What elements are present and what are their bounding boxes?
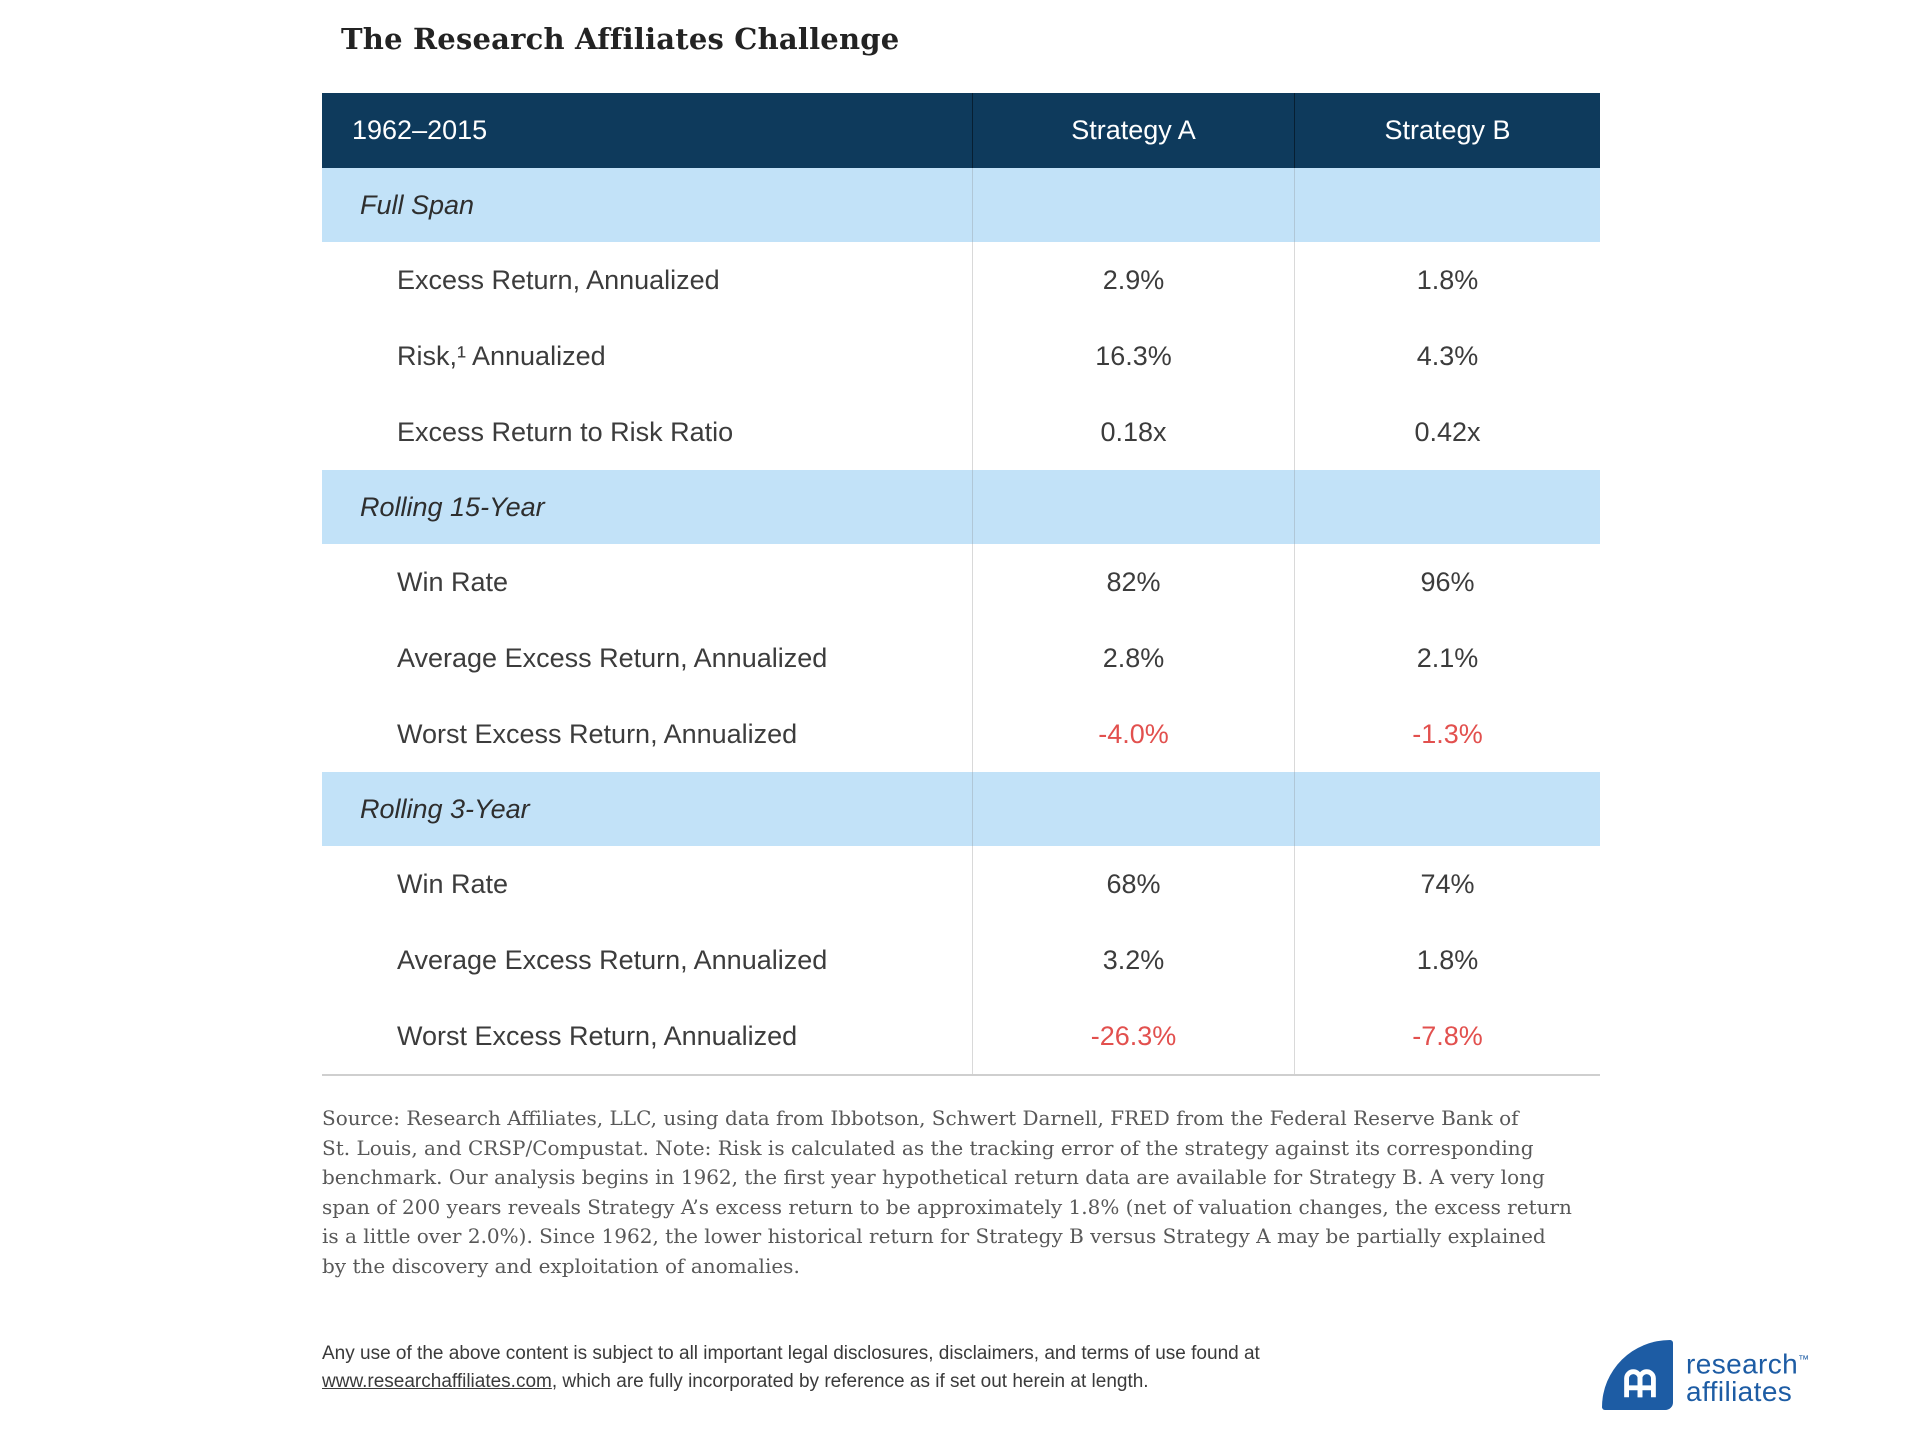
ra-monogram-icon (1602, 1340, 1673, 1410)
legal-text-line2: , which are fully incorporated by refere… (551, 1371, 1149, 1392)
section-row-rolling-3-year: Rolling 3-Year (322, 772, 1600, 846)
cell-strategy-a: -4.0% (972, 696, 1294, 772)
cell-strategy-a: 2.9% (972, 242, 1294, 318)
section-cell-b (1294, 470, 1600, 544)
cell-strategy-b: 1.8% (1294, 242, 1600, 318)
row-label: Win Rate (397, 566, 509, 597)
source-note-line: is a little over 2.0%). Since 1962, the … (322, 1224, 1546, 1248)
research-affiliates-link[interactable]: www.researchaffiliates.com (322, 1371, 552, 1392)
logo-word-affiliates: affiliates (1686, 1376, 1793, 1408)
section-cell-a (972, 168, 1294, 242)
row-label: Risk,¹ Annualized (397, 340, 606, 371)
source-note-line: span of 200 years reveals Strategy A’s e… (322, 1194, 1572, 1219)
cell-strategy-a: 2.8% (972, 620, 1294, 696)
table-row: Win Rate 82% 96% (322, 544, 1600, 620)
cell-strategy-a: 82% (972, 544, 1294, 620)
cell-strategy-b: 1.8% (1294, 922, 1600, 998)
logo-word-research: research™ (1686, 1348, 1810, 1380)
section-label: Rolling 3-Year (360, 793, 530, 824)
row-label: Average Excess Return, Annualized (397, 944, 828, 975)
source-note-line: by the discovery and exploitation of ano… (322, 1253, 800, 1278)
source-note-line: benchmark. Our analysis begins in 1962, … (322, 1165, 1545, 1189)
section-cell-a (972, 772, 1294, 846)
cell-strategy-a: 3.2% (972, 922, 1294, 998)
row-label: Worst Excess Return, Annualized (397, 1020, 798, 1051)
challenge-table: 1962–2015 Strategy A Strategy B Full Spa… (322, 93, 1600, 1076)
header-period: 1962–2015 (352, 115, 488, 145)
section-label: Full Span (360, 189, 475, 220)
cell-strategy-b: 0.42x (1294, 394, 1600, 470)
table-row: Average Excess Return, Annualized 3.2% 1… (322, 922, 1600, 998)
cell-strategy-b: 74% (1294, 846, 1600, 922)
section-row-rolling-15-year: Rolling 15-Year (322, 470, 1600, 544)
legal-disclaimer: Any use of the above content is subject … (322, 1340, 1260, 1396)
table-row: Risk,¹ Annualized 16.3% 4.3% (322, 318, 1600, 394)
cell-strategy-a: 16.3% (972, 318, 1294, 394)
table-header-row: 1962–2015 Strategy A Strategy B (322, 93, 1600, 168)
cell-strategy-a: 68% (972, 846, 1294, 922)
table-row: Worst Excess Return, Annualized -26.3% -… (322, 998, 1600, 1074)
legal-text-line1: Any use of the above content is subject … (322, 1343, 1260, 1364)
source-note-line: Source: Research Affiliates, LLC, using … (322, 1106, 1519, 1130)
row-label: Average Excess Return, Annualized (397, 642, 828, 673)
section-cell-a (972, 470, 1294, 544)
table-row: Win Rate 68% 74% (322, 846, 1600, 922)
row-label: Win Rate (397, 868, 509, 899)
row-label: Worst Excess Return, Annualized (397, 718, 798, 749)
cell-strategy-b: -1.3% (1294, 696, 1600, 772)
cell-strategy-a: -26.3% (972, 998, 1294, 1074)
source-note-line: St. Louis, and CRSP/Compustat. Note: Ris… (322, 1135, 1534, 1160)
source-note: Source: Research Affiliates, LLC, using … (322, 1104, 1572, 1281)
row-label: Excess Return to Risk Ratio (397, 416, 734, 447)
cell-strategy-b: -7.8% (1294, 998, 1600, 1074)
cell-strategy-a: 0.18x (972, 394, 1294, 470)
research-affiliates-logo: research™ affiliates (1602, 1340, 1809, 1410)
header-strategy-a: Strategy A (972, 93, 1294, 168)
section-label: Rolling 15-Year (360, 491, 545, 522)
table-row: Excess Return, Annualized 2.9% 1.8% (322, 242, 1600, 318)
header-strategy-b: Strategy B (1294, 93, 1600, 168)
cell-strategy-b: 96% (1294, 544, 1600, 620)
row-label: Excess Return, Annualized (397, 264, 720, 295)
table-row: Average Excess Return, Annualized 2.8% 2… (322, 620, 1600, 696)
section-cell-b (1294, 168, 1600, 242)
section-row-full-span: Full Span (322, 168, 1600, 242)
section-cell-b (1294, 772, 1600, 846)
table-row: Worst Excess Return, Annualized -4.0% -1… (322, 696, 1600, 772)
cell-strategy-b: 4.3% (1294, 318, 1600, 394)
cell-strategy-b: 2.1% (1294, 620, 1600, 696)
logo-wordmark: research™ affiliates (1686, 1340, 1809, 1406)
table-row: Excess Return to Risk Ratio 0.18x 0.42x (322, 394, 1600, 470)
page-title: The Research Affiliates Challenge (341, 22, 900, 56)
trademark-symbol: ™ (1798, 1354, 1810, 1366)
